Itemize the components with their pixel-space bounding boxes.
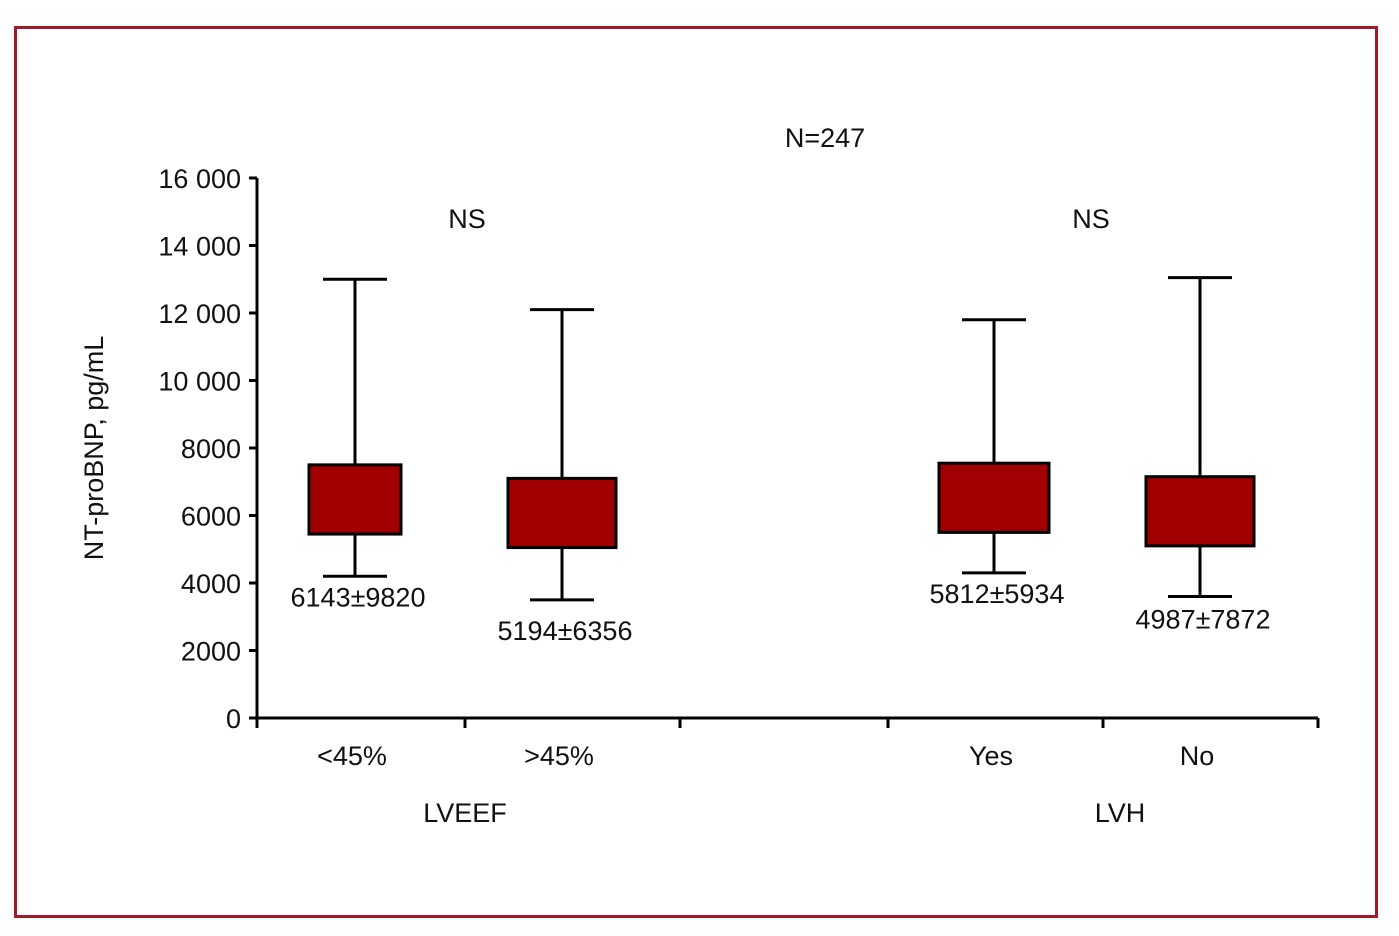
x-category-label: <45% <box>317 741 387 771</box>
significance-label: NS <box>1072 204 1110 234</box>
y-tick-label: 4000 <box>181 569 241 599</box>
y-tick-label: 10 000 <box>158 367 241 397</box>
box <box>937 461 1051 534</box>
x-category-label: >45% <box>524 741 594 771</box>
group-label: LVH <box>1095 798 1146 828</box>
x-category-label: Yes <box>969 741 1013 771</box>
axes: 0 2000 4000 6000 8000 10 000 12 000 14 000 16 00… <box>158 164 1320 734</box>
y-tick-label: 12 000 <box>158 299 241 329</box>
chart-title: N=247 <box>785 123 865 153</box>
box <box>1144 475 1256 548</box>
box-value-label: 6143±9820 <box>291 582 426 612</box>
y-tick-label: 6000 <box>181 502 241 532</box>
y-tick-label: 16 000 <box>158 164 241 194</box>
y-axis-label: NT-proBNP, pg/mL <box>79 336 109 561</box>
box-value-label: 5812±5934 <box>930 579 1065 609</box>
box-value-label: 4987±7872 <box>1136 605 1271 635</box>
figure-frame <box>14 26 1378 918</box>
y-tick-label: 2000 <box>181 637 241 667</box>
y-tick-label: 8000 <box>181 434 241 464</box>
chart-marks: 6143±9820 <45% 5194±6356 >45% 5812±5934 Yes 49… <box>291 204 1271 828</box>
y-tick-label: 14 000 <box>158 232 241 262</box>
significance-label: NS <box>448 204 486 234</box>
y-tick-label: 0 <box>226 704 241 734</box>
box-value-label: 5194±6356 <box>498 616 633 646</box>
group-label: LVEEF <box>423 798 507 828</box>
x-category-label: No <box>1180 741 1215 771</box>
box <box>307 463 403 536</box>
box <box>506 476 618 550</box>
